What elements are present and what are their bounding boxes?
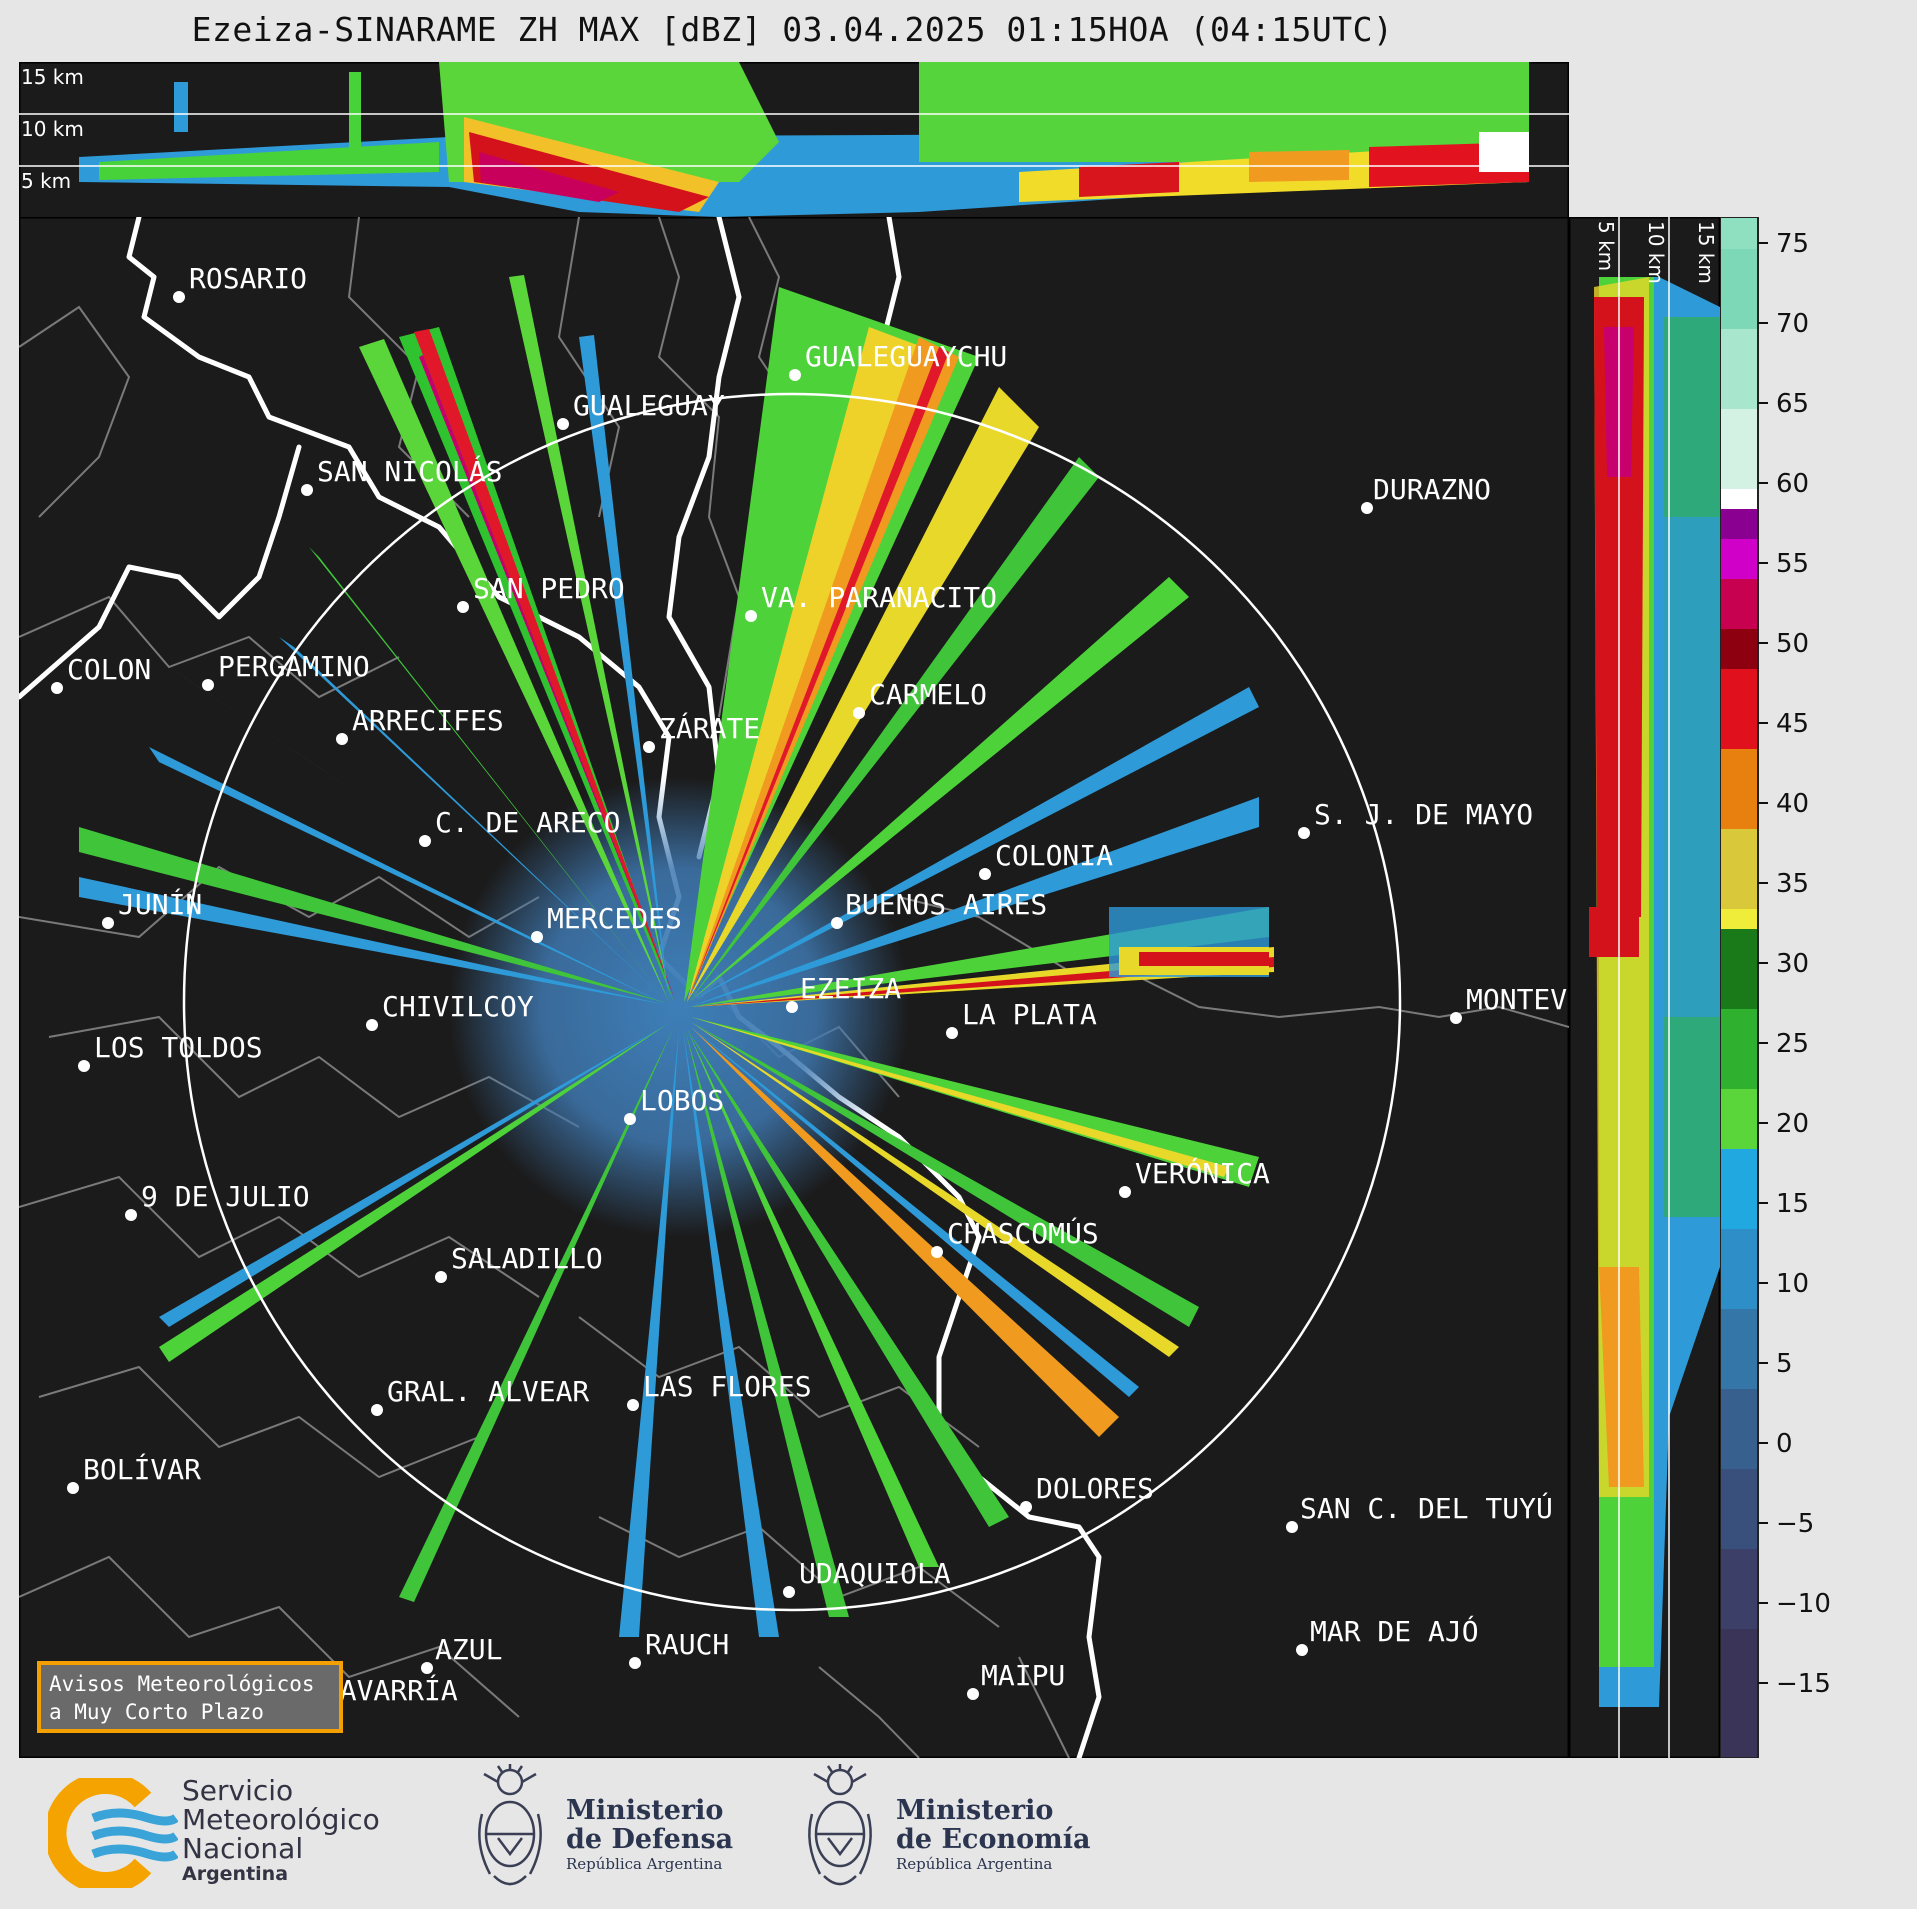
city-label-chivilcoy: CHIVILCOY xyxy=(382,990,534,1023)
colorbar-ticks xyxy=(1758,242,1768,1684)
radar-map-panel[interactable]: ROSARIO GUALEGUAYCHU GUALEGUAY SAN NICOL… xyxy=(19,217,1569,1758)
top-height-label-10km: 10 km xyxy=(21,117,84,141)
city-label-arrecifes: ARRECIFES xyxy=(352,704,504,737)
colorbar-label-10: 10 xyxy=(1776,1269,1809,1299)
colorbar-label-25: 25 xyxy=(1776,1029,1809,1059)
side-height-label-5km: 5 km xyxy=(1594,221,1618,271)
city-label-dolores: DOLORES xyxy=(1036,1472,1154,1505)
side-cross-section-panel: 5 km 10 km 15 km xyxy=(1569,217,1720,1758)
city-label-gualeguaychu: GUALEGUAYCHU xyxy=(805,340,1007,373)
avisos-line1: Avisos Meteorológicos xyxy=(49,1672,315,1696)
colorbar-label-minus-5: −5 xyxy=(1776,1509,1814,1539)
side-height-label-10km: 10 km xyxy=(1644,221,1668,284)
city-label-veronica: VERÓNICA xyxy=(1135,1156,1270,1190)
city-label-maipu: MAIPU xyxy=(981,1659,1065,1692)
city-label-san-c-del-tuyu: SAN C. DEL TUYÚ xyxy=(1300,1491,1553,1525)
city-labels: ROSARIO GUALEGUAYCHU GUALEGUAY SAN NICOL… xyxy=(67,262,1569,1707)
colorbar-label-0: 0 xyxy=(1776,1429,1793,1459)
coat-of-arms-icon xyxy=(808,1764,872,1886)
colorbar-label-minus-10: −10 xyxy=(1776,1589,1831,1619)
city-label-carmelo: CARMELO xyxy=(869,678,987,711)
colorbar-label-65: 65 xyxy=(1776,389,1809,419)
colorbar-label-55: 55 xyxy=(1776,549,1809,579)
city-label-bolivar: BOLÍVAR xyxy=(83,1452,201,1486)
city-label-zarate: ZÁRATE xyxy=(659,711,760,745)
top-echoes xyxy=(79,62,1529,217)
colorbar-label-75: 75 xyxy=(1776,229,1809,259)
city-label-azul: AZUL xyxy=(435,1633,502,1666)
defensa-line2: de Defensa xyxy=(566,1824,734,1855)
city-label-los-toldos: LOS TOLDOS xyxy=(94,1031,263,1064)
city-label-durazno: DURAZNO xyxy=(1373,473,1491,506)
colorbar-label-35: 35 xyxy=(1776,869,1809,899)
city-label-mercedes: MERCEDES xyxy=(547,902,682,935)
colorbar-label-60: 60 xyxy=(1776,469,1809,499)
colorbar-label-45: 45 xyxy=(1776,709,1809,739)
city-label-c-de-areco: C. DE ARECO xyxy=(435,806,620,839)
city-label-rosario: ROSARIO xyxy=(189,262,307,295)
smn-line2: Meteorológico xyxy=(182,1803,380,1836)
city-label-gualeguay: GUALEGUAY xyxy=(573,389,725,422)
city-label-colonia: COLONIA xyxy=(995,839,1113,872)
city-label-junin: JUNÍN xyxy=(118,887,202,921)
colorbar-label-5: 5 xyxy=(1776,1349,1793,1379)
city-label-udaquiola: UDAQUIOLA xyxy=(799,1557,951,1590)
side-echoes xyxy=(1589,277,1720,1707)
city-label-ezeiza: EZEIZA xyxy=(800,972,901,1005)
smn-line4: Argentina xyxy=(182,1863,289,1885)
top-height-label-15km: 15 km xyxy=(21,65,84,89)
city-label-las-flores: LAS FLORES xyxy=(643,1370,812,1403)
city-label-san-nicolas: SAN NICOLÁS xyxy=(317,454,502,488)
colorbar-label-50: 50 xyxy=(1776,629,1809,659)
colorbar-label-70: 70 xyxy=(1776,309,1809,339)
city-label-san-pedro: SAN PEDRO xyxy=(473,572,625,605)
colorbar-label-30: 30 xyxy=(1776,949,1809,979)
top-height-label-5km: 5 km xyxy=(21,169,71,193)
city-label-buenos-aires: BUENOS AIRES xyxy=(845,888,1047,921)
smn-logo-icon xyxy=(48,1778,178,1888)
city-label-9-de-julio: 9 DE JULIO xyxy=(141,1180,310,1213)
city-label-montevideo: MONTEVIDEO xyxy=(1466,983,1569,1016)
city-label-colon: COLON xyxy=(67,653,151,686)
avisos-button[interactable]: Avisos Meteorológicos a Muy Corto Plazo xyxy=(37,1661,343,1733)
coat-of-arms-icon xyxy=(478,1764,542,1886)
colorbar-tick-labels: 75 70 65 60 55 50 45 40 35 30 25 20 15 1… xyxy=(1776,229,1831,1699)
city-markers xyxy=(51,291,1462,1715)
top-cross-section-panel: 15 km 10 km 5 km xyxy=(19,62,1569,219)
city-label-saladillo: SALADILLO xyxy=(451,1242,603,1275)
radar-echoes xyxy=(79,275,1274,1637)
page-title: Ezeiza-SINARAME ZH MAX [dBZ] 03.04.2025 … xyxy=(191,10,1394,49)
economia-line2: de Economía xyxy=(896,1824,1091,1855)
colorbar-label-20: 20 xyxy=(1776,1109,1809,1139)
city-label-rauch: RAUCH xyxy=(645,1628,729,1661)
smn-line1: Servicio xyxy=(182,1774,294,1807)
smn-line3: Nacional xyxy=(182,1832,304,1865)
city-label-pergamino: PERGAMINO xyxy=(218,650,370,683)
city-label-gral-alvear: GRAL. ALVEAR xyxy=(387,1375,589,1408)
colorbar: 75 70 65 60 55 50 45 40 35 30 25 20 15 1… xyxy=(1720,217,1831,1758)
city-label-lobos: LOBOS xyxy=(640,1084,724,1117)
economia-line1: Ministerio xyxy=(896,1795,1054,1826)
city-label-chascomus: CHASCOMÚS xyxy=(947,1216,1099,1250)
city-label-va-paranacito: VA. PARANACITO xyxy=(761,581,997,614)
side-height-label-15km: 15 km xyxy=(1694,221,1718,284)
colorbar-label-15: 15 xyxy=(1776,1189,1809,1219)
colorbar-label-40: 40 xyxy=(1776,789,1809,819)
city-label-s-j-de-mayo: S. J. DE MAYO xyxy=(1314,798,1533,831)
city-label-mar-de-ajo: MAR DE AJÓ xyxy=(1310,1614,1479,1648)
footer-logos: Servicio Meteorológico Nacional Argentin… xyxy=(0,1758,1917,1909)
colorbar-swatches xyxy=(1720,217,1759,1758)
defensa-line3: República Argentina xyxy=(566,1855,723,1873)
range-ring xyxy=(182,392,1402,1612)
economia-line3: República Argentina xyxy=(896,1855,1053,1873)
city-label-la-plata: LA PLATA xyxy=(962,998,1097,1031)
avisos-line2: a Muy Corto Plazo xyxy=(49,1700,264,1724)
colorbar-label-minus-15: −15 xyxy=(1776,1669,1831,1699)
defensa-line1: Ministerio xyxy=(566,1795,724,1826)
